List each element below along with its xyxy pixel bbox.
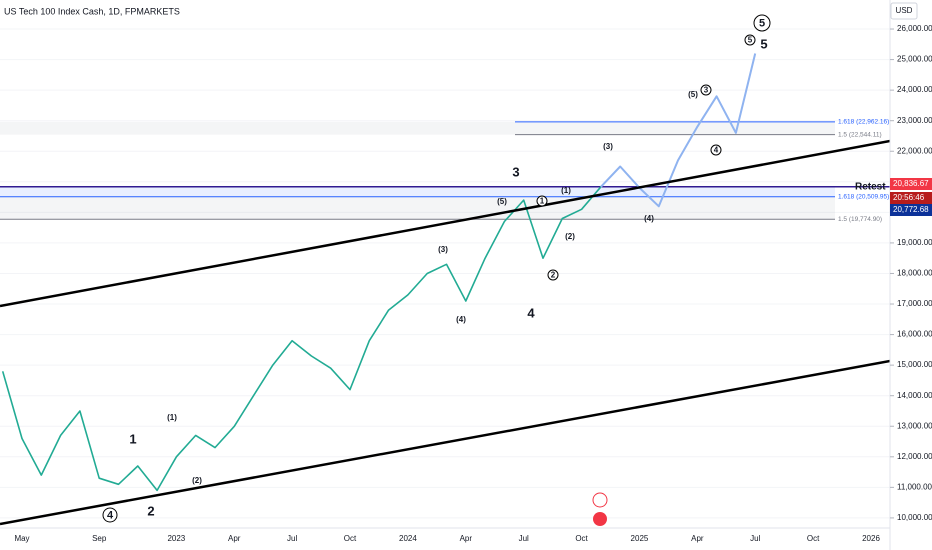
currency[interactable]: USD xyxy=(896,6,913,15)
level-band xyxy=(0,196,835,220)
circled-wave-label: 5 xyxy=(759,17,765,29)
fib-label: 1.618 (22,962.16) xyxy=(838,119,889,126)
event-icon[interactable] xyxy=(593,512,607,526)
wave-circle xyxy=(753,14,771,32)
wave-label: 2 xyxy=(147,503,154,518)
y-tick-label: 13,000.00 xyxy=(897,421,932,430)
x-tick-label: Jul xyxy=(287,534,297,543)
price-label: 20,772.68 xyxy=(893,205,929,214)
price-axis xyxy=(890,0,932,550)
wave-label: (5) xyxy=(497,197,507,206)
y-tick-label: 24,000.00 xyxy=(897,85,932,94)
y-tick-label: 19,000.00 xyxy=(897,238,932,247)
wave-label: 1 xyxy=(129,431,136,446)
wave-label: (4) xyxy=(644,214,654,223)
circled-wave-label: 4 xyxy=(107,509,114,521)
fib-label: 1.618 (20,509.95) xyxy=(838,193,889,200)
x-tick-label: Jul xyxy=(519,534,529,543)
wave-label: (3) xyxy=(603,142,613,151)
circled-wave-label: 5 xyxy=(748,36,753,45)
x-tick-label: 2023 xyxy=(167,534,185,543)
fib-label: 1.5 (19,774.90) xyxy=(838,216,882,223)
price-box xyxy=(890,204,932,216)
x-tick-label: 2026 xyxy=(862,534,880,543)
fib-label: 1.5 (22,544.11) xyxy=(838,131,882,138)
x-tick-label: Jul xyxy=(750,534,760,543)
x-tick-label: May xyxy=(14,534,29,543)
wave-label: (1) xyxy=(561,186,571,195)
y-tick-label: 25,000.00 xyxy=(897,55,932,64)
x-tick-label: Sep xyxy=(92,534,107,543)
x-tick-label: Oct xyxy=(344,534,357,543)
wave-circle xyxy=(744,34,756,46)
y-tick-label: 12,000.00 xyxy=(897,452,932,461)
circled-wave-label: 4 xyxy=(714,146,719,155)
x-tick-label: 2024 xyxy=(399,534,417,543)
circled-wave-label: 3 xyxy=(704,86,709,95)
wave-label: (2) xyxy=(192,476,202,485)
price-label: 20,836.67 xyxy=(893,179,929,188)
price-line xyxy=(600,53,757,208)
lower-trend-line xyxy=(0,359,891,526)
level-band xyxy=(0,121,835,135)
wave-label: (2) xyxy=(565,232,575,241)
y-tick-label: 15,000.00 xyxy=(897,360,932,369)
x-tick-label: Apr xyxy=(460,534,473,543)
wave-label: (5) xyxy=(688,90,698,99)
wave-label: (1) xyxy=(167,413,177,422)
x-tick-label: 2025 xyxy=(631,534,649,543)
circled-wave-label: 1 xyxy=(540,197,545,206)
x-tick-label: Oct xyxy=(575,534,588,543)
circled-wave-label: 2 xyxy=(551,271,556,280)
y-tick-label: 14,000.00 xyxy=(897,391,932,400)
price-box xyxy=(890,178,932,190)
price-label: 20:56:46 xyxy=(893,193,925,202)
level-band xyxy=(0,186,835,197)
plot-area xyxy=(0,28,890,519)
wave-circle xyxy=(547,269,559,281)
x-tick-label: Oct xyxy=(807,534,820,543)
price-line xyxy=(1,186,602,492)
wave-circle xyxy=(700,84,712,96)
y-tick-label: 11,000.00 xyxy=(897,482,932,491)
wave-circle xyxy=(710,144,722,156)
y-tick-label: 22,000.00 xyxy=(897,146,932,155)
x-tick-label: Apr xyxy=(228,534,241,543)
wave-label: 4 xyxy=(527,305,535,320)
wave-circle xyxy=(102,507,118,523)
wave-label: 5 xyxy=(760,36,767,51)
y-tick-label: 18,000.00 xyxy=(897,269,932,278)
wave-label: (4) xyxy=(456,315,466,324)
x-tick-label: Apr xyxy=(691,534,704,543)
y-tick-label: 10,000.00 xyxy=(897,513,932,522)
retest-label: Retest xyxy=(855,181,886,192)
chart-title: US Tech 100 Index Cash, 1D, FPMARKETS xyxy=(4,6,180,16)
y-tick-label: 16,000.00 xyxy=(897,330,932,339)
wave-circle xyxy=(536,195,548,207)
y-tick-label: 17,000.00 xyxy=(897,299,932,308)
y-tick-label: 26,000.00 xyxy=(897,24,932,33)
wave-label: (3) xyxy=(438,245,448,254)
event-icon[interactable] xyxy=(592,492,608,508)
price-box xyxy=(890,192,932,204)
currency-box[interactable] xyxy=(890,2,918,20)
upper-trend-line xyxy=(0,139,891,308)
y-tick-label: 23,000.00 xyxy=(897,116,932,125)
wave-label: 3 xyxy=(512,164,519,179)
